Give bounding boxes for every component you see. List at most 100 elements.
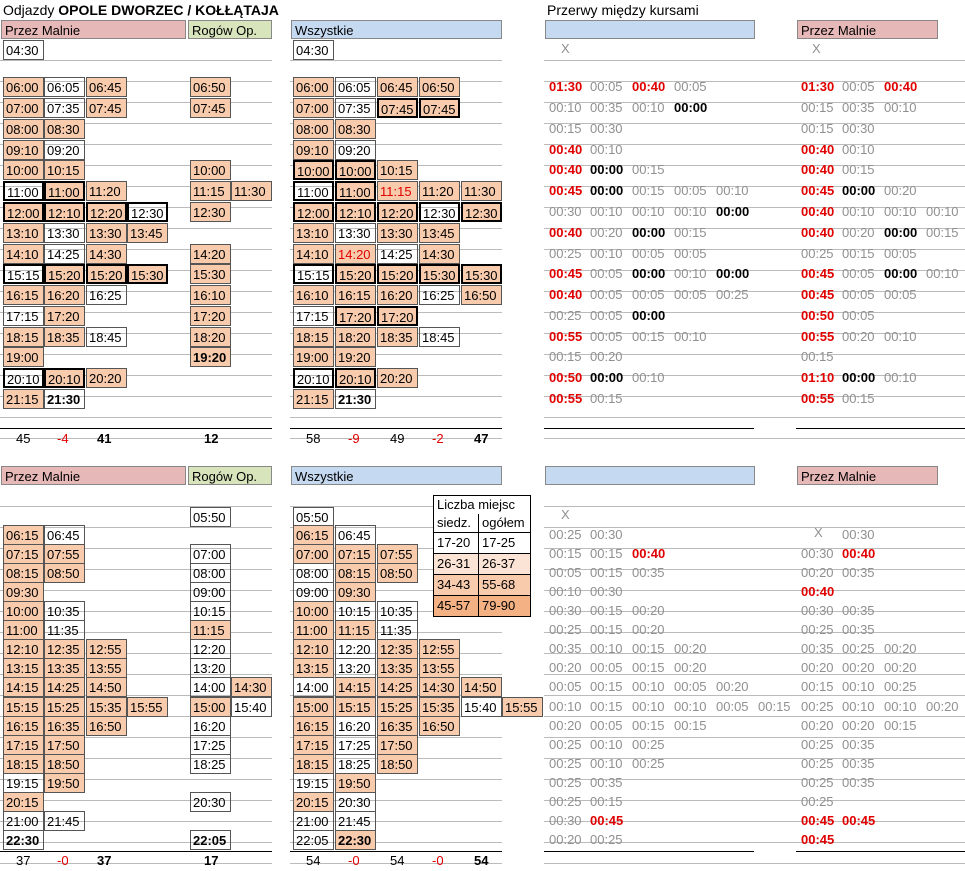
time-cell[interactable]: 00:55 <box>549 329 583 344</box>
time-cell[interactable]: 15:55 <box>502 697 543 717</box>
time-cell[interactable]: 12:10 <box>335 202 376 222</box>
time-cell[interactable]: 00:15 <box>842 391 875 406</box>
time-cell[interactable]: 00:10 <box>884 204 917 219</box>
time-cell[interactable]: 12:10 <box>293 639 334 659</box>
time-cell[interactable]: 13:30 <box>86 223 127 243</box>
time-cell[interactable]: 14:25 <box>377 244 418 264</box>
time-cell[interactable]: 00:10 <box>674 329 707 344</box>
time-cell[interactable]: 06:15 <box>3 525 44 545</box>
time-cell[interactable]: 00:05 <box>590 287 623 302</box>
time-cell[interactable]: 00:10 <box>842 679 875 694</box>
time-cell[interactable]: 00:15 <box>590 391 623 406</box>
time-cell[interactable]: 00:20 <box>801 718 834 733</box>
time-cell[interactable]: 07:00 <box>190 544 231 564</box>
time-cell[interactable]: 12:20 <box>377 202 418 222</box>
time-cell[interactable]: 14:30 <box>231 677 272 697</box>
time-cell[interactable]: 10:15 <box>190 601 231 621</box>
time-cell[interactable]: 15:30 <box>190 264 231 284</box>
time-cell[interactable]: 00:30 <box>801 603 834 618</box>
time-cell[interactable]: 00:10 <box>842 204 875 219</box>
time-cell[interactable]: 00:15 <box>590 565 623 580</box>
time-cell[interactable]: 17:20 <box>44 306 85 326</box>
time-cell[interactable]: 11:35 <box>44 620 85 640</box>
time-cell[interactable]: 00:35 <box>590 100 623 115</box>
time-cell[interactable]: 00:15 <box>632 162 665 177</box>
time-cell[interactable]: 08:50 <box>377 563 418 583</box>
time-cell[interactable]: 00:20 <box>842 660 875 675</box>
time-cell[interactable]: 08:15 <box>3 563 44 583</box>
time-cell[interactable]: 15:25 <box>44 697 85 717</box>
time-cell[interactable]: 12:20 <box>86 202 127 222</box>
time-cell[interactable]: 18:25 <box>335 754 376 774</box>
time-cell[interactable]: 07:00 <box>293 544 334 564</box>
time-cell[interactable]: 19:50 <box>44 773 85 793</box>
time-cell[interactable]: 00:50 <box>801 308 835 323</box>
time-cell[interactable]: 14:15 <box>335 677 376 697</box>
time-cell[interactable]: 00:25 <box>590 832 623 847</box>
time-cell[interactable]: 00:40 <box>801 142 835 157</box>
time-cell[interactable]: 12:30 <box>461 202 502 222</box>
time-cell[interactable]: 00:35 <box>842 100 875 115</box>
time-cell[interactable]: 18:15 <box>293 327 334 347</box>
time-cell[interactable]: 10:35 <box>44 601 85 621</box>
time-cell[interactable]: 00:45 <box>801 287 835 302</box>
time-cell[interactable]: 10:15 <box>44 160 85 180</box>
time-cell[interactable]: 11:15 <box>190 620 231 640</box>
time-cell[interactable]: 12:10 <box>44 202 85 222</box>
time-cell[interactable]: 00:25 <box>632 737 665 752</box>
time-cell[interactable]: 14:50 <box>461 677 502 697</box>
time-cell[interactable]: 01:30 <box>549 79 583 94</box>
time-cell[interactable]: 00:10 <box>590 204 623 219</box>
time-cell[interactable]: 20:15 <box>3 792 44 812</box>
time-cell[interactable]: 00:45 <box>549 183 583 198</box>
time-cell[interactable]: 12:00 <box>293 202 334 222</box>
time-cell[interactable]: 00:00 <box>674 100 708 115</box>
time-cell[interactable]: 00:05 <box>842 287 875 302</box>
time-cell[interactable]: 00:05 <box>549 565 582 580</box>
time-cell[interactable]: 13:55 <box>419 658 460 678</box>
time-cell[interactable]: 21:45 <box>44 811 85 831</box>
time-cell[interactable]: 07:35 <box>44 98 85 118</box>
time-cell[interactable]: 00:45 <box>549 266 583 281</box>
time-cell[interactable]: 01:30 <box>801 79 835 94</box>
time-cell[interactable]: 00:40 <box>632 546 666 561</box>
time-cell[interactable]: 00:25 <box>801 775 834 790</box>
time-cell[interactable]: 00:15 <box>590 546 623 561</box>
time-cell[interactable]: 07:15 <box>3 544 44 564</box>
time-cell[interactable]: 00:40 <box>842 546 876 561</box>
time-cell[interactable]: 07:55 <box>377 544 418 564</box>
time-cell[interactable]: 16:15 <box>335 285 376 305</box>
time-cell[interactable]: 08:00 <box>3 119 44 139</box>
time-cell[interactable]: 00:15 <box>549 349 582 364</box>
time-cell[interactable]: 00:20 <box>801 660 834 675</box>
time-cell[interactable]: 20:10 <box>293 368 334 388</box>
time-cell[interactable]: 17:20 <box>190 306 231 326</box>
time-cell[interactable]: 00:10 <box>632 204 665 219</box>
time-cell[interactable]: 00:15 <box>632 660 665 675</box>
time-cell[interactable]: 00:05 <box>842 266 875 281</box>
time-cell[interactable]: 18:15 <box>3 327 44 347</box>
time-cell[interactable]: 00:00 <box>590 183 624 198</box>
time-cell[interactable]: 09:10 <box>293 140 334 160</box>
time-cell[interactable]: 16:20 <box>190 716 231 736</box>
time-cell[interactable]: 00:15 <box>674 718 707 733</box>
time-cell[interactable]: 13:30 <box>44 223 85 243</box>
time-cell[interactable]: 00:10 <box>590 737 623 752</box>
time-cell[interactable]: 00:15 <box>842 246 875 261</box>
time-cell[interactable]: 13:15 <box>293 658 334 678</box>
time-cell[interactable]: 15:00 <box>293 697 334 717</box>
time-cell[interactable]: 17:25 <box>335 735 376 755</box>
time-cell[interactable]: 00:00 <box>842 370 876 385</box>
time-cell[interactable]: 04:30 <box>3 40 44 60</box>
time-cell[interactable]: 00:20 <box>716 679 749 694</box>
time-cell[interactable]: 18:35 <box>44 327 85 347</box>
time-cell[interactable]: 00:45 <box>801 832 835 847</box>
time-cell[interactable]: 11:00 <box>293 620 334 640</box>
time-cell[interactable]: 00:30 <box>842 527 875 542</box>
time-cell[interactable]: 22:30 <box>335 830 376 850</box>
time-cell[interactable]: 00:10 <box>884 370 917 385</box>
time-cell[interactable]: 00:25 <box>801 699 834 714</box>
time-cell[interactable]: 16:10 <box>293 285 334 305</box>
time-cell[interactable]: 00:55 <box>801 329 835 344</box>
time-cell[interactable]: 11:15 <box>335 620 376 640</box>
